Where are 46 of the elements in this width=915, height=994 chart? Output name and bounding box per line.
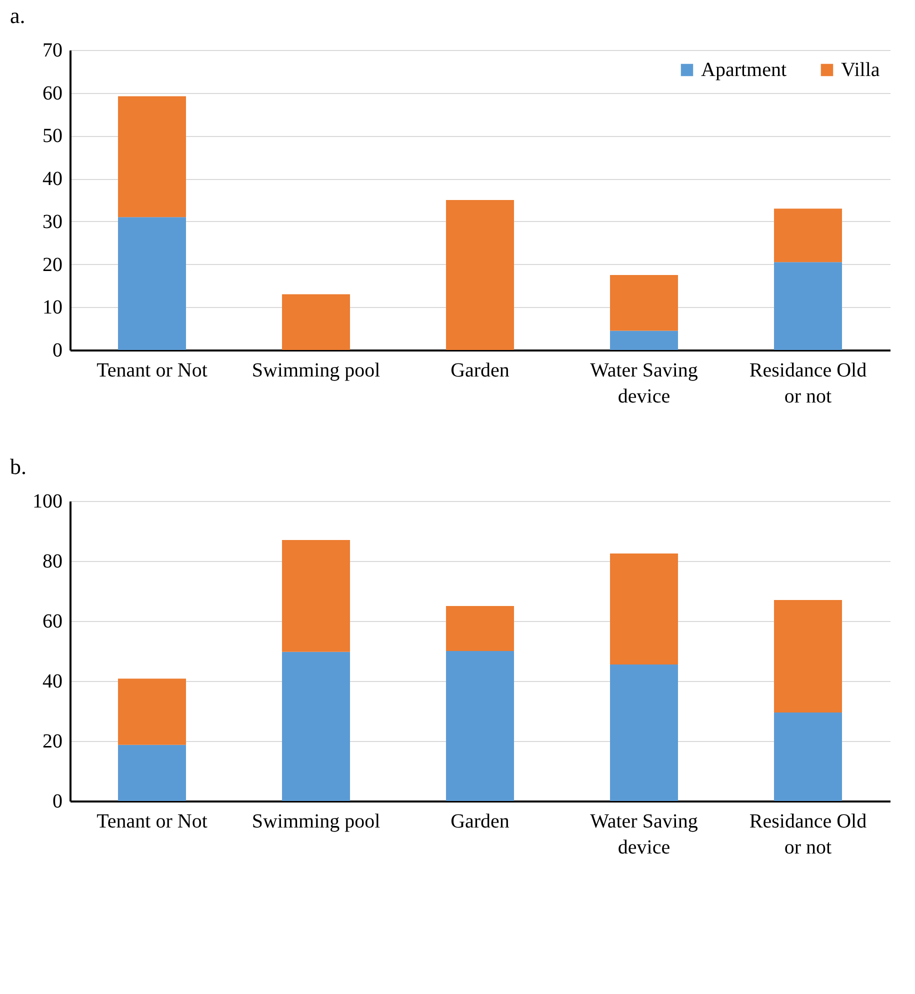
bar bbox=[118, 217, 186, 350]
bar bbox=[610, 275, 678, 331]
bar bbox=[118, 678, 186, 745]
y-tick-label: 80 bbox=[42, 550, 62, 572]
x-tick-label: Garden bbox=[450, 810, 510, 832]
chart-title: a. bbox=[10, 3, 26, 28]
bar bbox=[610, 554, 678, 664]
chart-title: b. bbox=[10, 454, 26, 479]
y-tick-label: 30 bbox=[42, 210, 62, 233]
y-tick-label: 40 bbox=[42, 168, 62, 190]
x-tick-label: Tenant or Not bbox=[96, 810, 208, 832]
bar bbox=[610, 664, 678, 801]
bar bbox=[282, 540, 350, 652]
bar bbox=[446, 651, 514, 801]
y-tick-label: 70 bbox=[42, 40, 62, 62]
y-tick-label: 60 bbox=[42, 82, 62, 104]
y-tick-label: 20 bbox=[42, 730, 62, 752]
y-tick-label: 50 bbox=[42, 125, 62, 148]
bar bbox=[446, 200, 514, 350]
x-tick-label: Garden bbox=[450, 360, 510, 382]
legend-label: Apartment bbox=[701, 59, 787, 81]
y-tick-label: 40 bbox=[42, 670, 62, 692]
x-tick-label: Residance Old or not bbox=[749, 810, 867, 858]
y-tick-label: 60 bbox=[42, 610, 62, 632]
bar bbox=[282, 652, 350, 801]
bar bbox=[118, 96, 186, 218]
y-tick-label: 0 bbox=[52, 340, 62, 362]
x-tick-label: Water Saving device bbox=[590, 360, 698, 408]
bar bbox=[282, 294, 350, 350]
bar bbox=[774, 600, 842, 712]
x-tick-label: Swimming pool bbox=[252, 810, 381, 832]
y-tick-label: 10 bbox=[42, 296, 62, 319]
bar bbox=[774, 262, 842, 350]
bar bbox=[118, 744, 186, 801]
bar bbox=[610, 330, 678, 350]
legend-label: Villa bbox=[841, 59, 880, 81]
x-tick-label: Water Saving device bbox=[590, 810, 698, 858]
x-tick-label: Swimming pool bbox=[252, 360, 381, 382]
x-tick-label: Residance Old or not bbox=[749, 360, 867, 408]
bar bbox=[774, 208, 842, 262]
bar bbox=[446, 606, 514, 651]
y-tick-label: 20 bbox=[42, 254, 62, 276]
y-tick-label: 100 bbox=[32, 490, 62, 512]
y-tick-label: 0 bbox=[52, 790, 62, 812]
x-tick-label: Tenant or Not bbox=[96, 360, 208, 382]
bar bbox=[774, 712, 842, 801]
